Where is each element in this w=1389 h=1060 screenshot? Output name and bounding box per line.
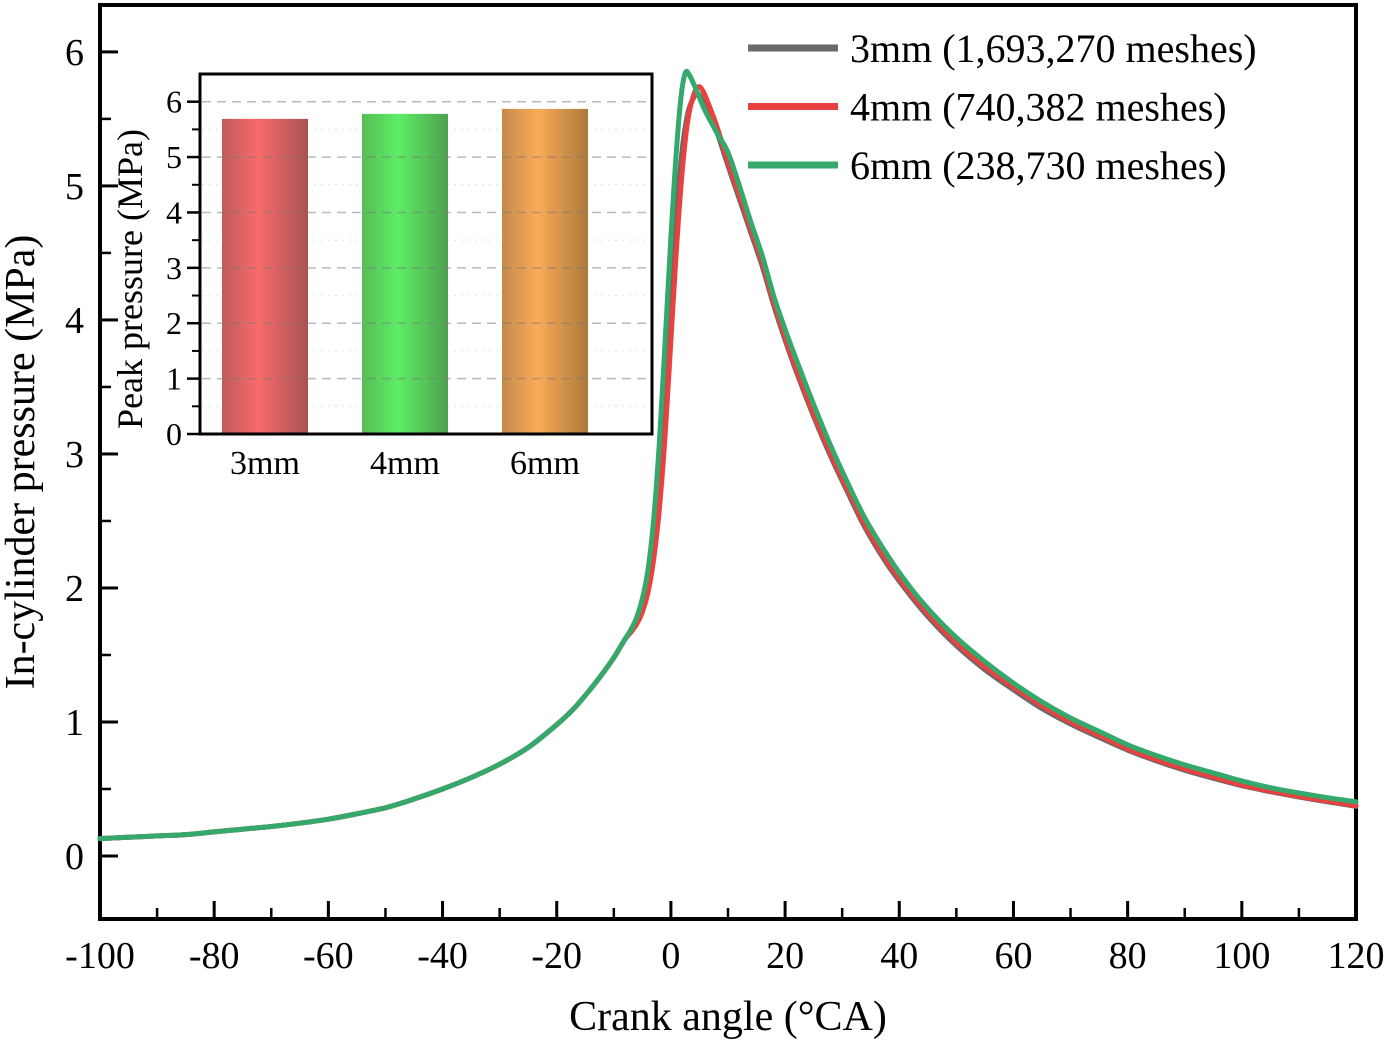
x-tick-label: 60 xyxy=(994,935,1032,977)
x-tick-label: 40 xyxy=(880,935,918,977)
x-tick-label: 80 xyxy=(1109,935,1147,977)
inset-bar-6mm xyxy=(502,108,588,435)
inset-y-tick-label: 6 xyxy=(166,84,182,120)
plot-frame xyxy=(98,3,1358,921)
x-axis-label: Crank angle (°CA) xyxy=(569,994,887,1040)
inset-y-axis-label: Peak pressure (MPa) xyxy=(110,129,150,429)
y-tick-label: 2 xyxy=(65,568,84,610)
y-tick-label: 3 xyxy=(65,434,84,476)
y-tick-label: 6 xyxy=(65,32,84,74)
y-tick-label: 1 xyxy=(65,702,84,744)
inset-peak-pressure-chart: 0 1 2 3 4 5 6 3mm 4mm 6mm Peak pressure (MPa) xyxy=(110,72,654,482)
x-tick-label: -20 xyxy=(531,935,582,977)
inset-frame xyxy=(198,72,654,436)
curve-6mm xyxy=(97,68,1359,842)
y-tick-label: 5 xyxy=(65,166,84,208)
inset-y-tick-label: 4 xyxy=(166,194,182,230)
x-tick-label: 20 xyxy=(766,935,804,977)
x-tick-label: -40 xyxy=(417,935,468,977)
x-tick-label: 100 xyxy=(1213,935,1270,977)
y-tick-label: 0 xyxy=(65,836,84,878)
x-tick-label: -100 xyxy=(65,935,135,977)
y-axis-ticks: 0 1 2 3 4 5 6 xyxy=(65,32,118,878)
x-axis-ticks: -100 -80 -60 -40 -20 0 20 40 60 80 100 120 xyxy=(65,901,1385,977)
legend-item-6mm: 6mm (238,730 meshes) xyxy=(748,143,1227,188)
inset-category-label-3mm: 3mm xyxy=(230,445,300,482)
inset-y-tick-label: 5 xyxy=(166,139,182,175)
inset-y-tick-label: 0 xyxy=(166,416,182,452)
x-tick-label: 0 xyxy=(661,935,680,977)
x-tick-label: -60 xyxy=(303,935,354,977)
inset-y-tick-label: 1 xyxy=(166,361,182,397)
y-tick-label: 4 xyxy=(65,300,84,342)
inset-category-label-6mm: 6mm xyxy=(510,445,580,482)
legend-label-3mm: 3mm (1,693,270 meshes) xyxy=(850,26,1257,71)
legend-item-4mm: 4mm (740,382 meshes) xyxy=(748,85,1227,130)
legend-label-6mm: 6mm (238,730 meshes) xyxy=(850,143,1227,188)
inset-bar-3mm xyxy=(222,118,308,434)
inset-bar-4mm xyxy=(362,113,448,434)
inset-y-tick-label: 2 xyxy=(166,305,182,341)
inset-y-tick-label: 3 xyxy=(166,250,182,286)
x-tick-label: 120 xyxy=(1328,935,1385,977)
legend: 3mm (1,693,270 meshes) 4mm (740,382 meshe… xyxy=(748,26,1257,188)
legend-item-3mm: 3mm (1,693,270 meshes) xyxy=(748,26,1257,71)
inset-category-label-4mm: 4mm xyxy=(370,445,440,482)
y-axis-label: In-cylinder pressure (MPa) xyxy=(0,235,44,690)
legend-label-4mm: 4mm (740,382 meshes) xyxy=(850,85,1227,130)
x-tick-label: -80 xyxy=(189,935,240,977)
